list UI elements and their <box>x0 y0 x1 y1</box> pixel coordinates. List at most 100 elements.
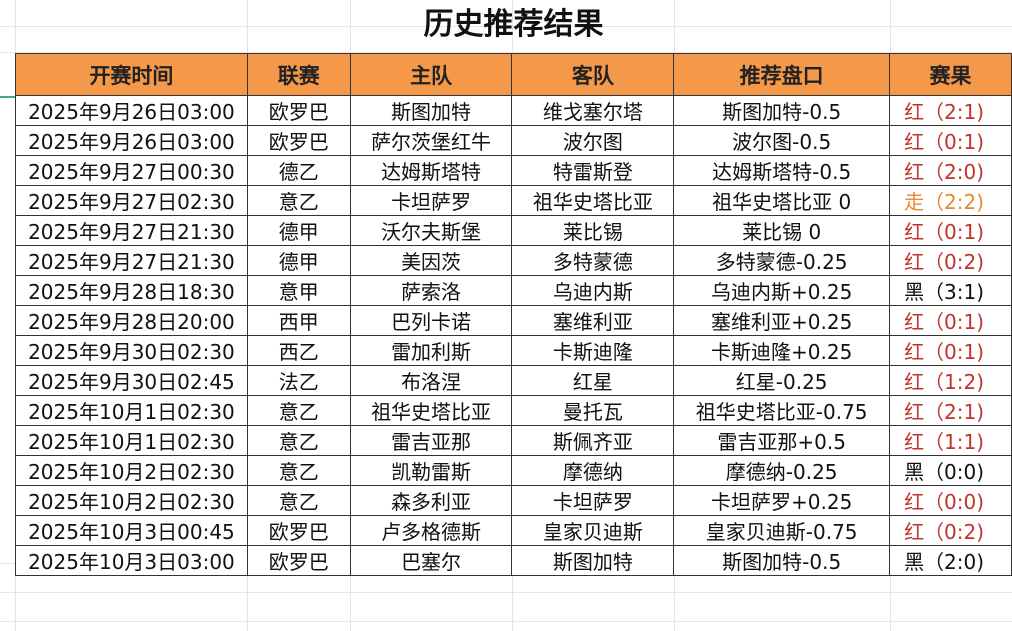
cell-pick[interactable]: 斯图加特-0.5 <box>673 95 891 126</box>
cell-pick[interactable]: 斯图加特-0.5 <box>673 545 891 576</box>
cell-home[interactable]: 布洛涅 <box>349 365 513 396</box>
cell-home[interactable]: 达姆斯塔特 <box>349 155 513 186</box>
cell-pick[interactable]: 乌迪内斯+0.25 <box>673 275 891 306</box>
cell-home[interactable]: 凯勒雷斯 <box>349 455 513 486</box>
cell-result[interactable]: 黑（0:0) <box>889 455 1012 486</box>
cell-league[interactable]: 德甲 <box>246 245 351 276</box>
cell-away[interactable]: 皇家贝迪斯 <box>511 515 675 546</box>
cell-result[interactable]: 红（0:0) <box>889 485 1012 516</box>
cell-league[interactable]: 欧罗巴 <box>246 515 351 546</box>
cell-league[interactable]: 法乙 <box>246 365 351 396</box>
cell-time[interactable]: 2025年9月30日02:45 <box>15 365 248 396</box>
cell-home[interactable]: 巴列卡诺 <box>349 305 513 336</box>
cell-home[interactable]: 卡坦萨罗 <box>349 185 513 216</box>
cell-time[interactable]: 2025年9月27日02:30 <box>15 185 248 216</box>
cell-result[interactable]: 红（0:1) <box>889 305 1012 336</box>
cell-away[interactable]: 莱比锡 <box>511 215 675 246</box>
cell-away[interactable]: 塞维利亚 <box>511 305 675 336</box>
cell-pick[interactable]: 祖华史塔比亚-0.75 <box>673 395 891 426</box>
cell-time[interactable]: 2025年9月27日21:30 <box>15 245 248 276</box>
cell-home[interactable]: 卢多格德斯 <box>349 515 513 546</box>
cell-result[interactable]: 红（2:0) <box>889 155 1012 186</box>
cell-pick[interactable]: 卡斯迪隆+0.25 <box>673 335 891 366</box>
header-pick[interactable]: 推荐盘口 <box>673 53 891 96</box>
cell-pick[interactable]: 卡坦萨罗+0.25 <box>673 485 891 516</box>
cell-time[interactable]: 2025年10月1日02:30 <box>15 425 248 456</box>
header-time[interactable]: 开赛时间 <box>15 53 248 96</box>
cell-away[interactable]: 波尔图 <box>511 125 675 156</box>
cell-pick[interactable]: 达姆斯塔特-0.5 <box>673 155 891 186</box>
cell-time[interactable]: 2025年9月28日18:30 <box>15 275 248 306</box>
cell-pick[interactable]: 祖华史塔比亚 0 <box>673 185 891 216</box>
cell-result[interactable]: 红（1:2) <box>889 365 1012 396</box>
cell-result[interactable]: 红（1:1) <box>889 425 1012 456</box>
cell-home[interactable]: 美因茨 <box>349 245 513 276</box>
cell-league[interactable]: 意甲 <box>246 275 351 306</box>
cell-time[interactable]: 2025年9月28日20:00 <box>15 305 248 336</box>
cell-time[interactable]: 2025年10月3日03:00 <box>15 545 248 576</box>
cell-pick[interactable]: 多特蒙德-0.25 <box>673 245 891 276</box>
cell-home[interactable]: 沃尔夫斯堡 <box>349 215 513 246</box>
cell-result[interactable]: 红（0:1) <box>889 335 1012 366</box>
cell-result[interactable]: 红（0:1) <box>889 125 1012 156</box>
cell-home[interactable]: 萨尔茨堡红牛 <box>349 125 513 156</box>
cell-result[interactable]: 黑（3:1) <box>889 275 1012 306</box>
cell-away[interactable]: 摩德纳 <box>511 455 675 486</box>
cell-league[interactable]: 意乙 <box>246 395 351 426</box>
cell-pick[interactable]: 雷吉亚那+0.5 <box>673 425 891 456</box>
cell-away[interactable]: 乌迪内斯 <box>511 275 675 306</box>
cell-time[interactable]: 2025年10月2日02:30 <box>15 455 248 486</box>
cell-away[interactable]: 卡斯迪隆 <box>511 335 675 366</box>
header-league[interactable]: 联赛 <box>246 53 351 96</box>
cell-away[interactable]: 卡坦萨罗 <box>511 485 675 516</box>
cell-league[interactable]: 意乙 <box>246 485 351 516</box>
cell-pick[interactable]: 波尔图-0.5 <box>673 125 891 156</box>
cell-league[interactable]: 欧罗巴 <box>246 95 351 126</box>
cell-result[interactable]: 红（0:2) <box>889 515 1012 546</box>
cell-away[interactable]: 红星 <box>511 365 675 396</box>
cell-home[interactable]: 祖华史塔比亚 <box>349 395 513 426</box>
cell-league[interactable]: 西乙 <box>246 335 351 366</box>
cell-league[interactable]: 西甲 <box>246 305 351 336</box>
cell-pick[interactable]: 红星-0.25 <box>673 365 891 396</box>
cell-pick[interactable]: 皇家贝迪斯-0.75 <box>673 515 891 546</box>
cell-away[interactable]: 曼托瓦 <box>511 395 675 426</box>
header-away[interactable]: 客队 <box>511 53 675 96</box>
cell-result[interactable]: 红（0:2) <box>889 245 1012 276</box>
header-home[interactable]: 主队 <box>349 53 513 96</box>
cell-result[interactable]: 走（2:2) <box>889 185 1012 216</box>
cell-time[interactable]: 2025年9月27日00:30 <box>15 155 248 186</box>
cell-league[interactable]: 欧罗巴 <box>246 125 351 156</box>
cell-league[interactable]: 德甲 <box>246 215 351 246</box>
cell-league[interactable]: 德乙 <box>246 155 351 186</box>
cell-pick[interactable]: 塞维利亚+0.25 <box>673 305 891 336</box>
cell-result[interactable]: 红（2:1) <box>889 95 1012 126</box>
cell-time[interactable]: 2025年9月27日21:30 <box>15 215 248 246</box>
cell-time[interactable]: 2025年9月26日03:00 <box>15 125 248 156</box>
cell-away[interactable]: 特雷斯登 <box>511 155 675 186</box>
cell-pick[interactable]: 莱比锡 0 <box>673 215 891 246</box>
cell-home[interactable]: 森多利亚 <box>349 485 513 516</box>
cell-away[interactable]: 祖华史塔比亚 <box>511 185 675 216</box>
cell-time[interactable]: 2025年10月3日00:45 <box>15 515 248 546</box>
cell-away[interactable]: 斯佩齐亚 <box>511 425 675 456</box>
cell-home[interactable]: 雷加利斯 <box>349 335 513 366</box>
cell-league[interactable]: 意乙 <box>246 425 351 456</box>
cell-league[interactable]: 欧罗巴 <box>246 545 351 576</box>
cell-time[interactable]: 2025年9月30日02:30 <box>15 335 248 366</box>
cell-home[interactable]: 萨索洛 <box>349 275 513 306</box>
cell-home[interactable]: 雷吉亚那 <box>349 425 513 456</box>
cell-pick[interactable]: 摩德纳-0.25 <box>673 455 891 486</box>
cell-away[interactable]: 多特蒙德 <box>511 245 675 276</box>
cell-home[interactable]: 斯图加特 <box>349 95 513 126</box>
cell-result[interactable]: 黑（2:0) <box>889 545 1012 576</box>
cell-league[interactable]: 意乙 <box>246 185 351 216</box>
cell-league[interactable]: 意乙 <box>246 455 351 486</box>
cell-away[interactable]: 斯图加特 <box>511 545 675 576</box>
cell-home[interactable]: 巴塞尔 <box>349 545 513 576</box>
cell-time[interactable]: 2025年10月1日02:30 <box>15 395 248 426</box>
cell-time[interactable]: 2025年10月2日02:30 <box>15 485 248 516</box>
cell-result[interactable]: 红（2:1) <box>889 395 1012 426</box>
header-result[interactable]: 赛果 <box>889 53 1012 96</box>
cell-time[interactable]: 2025年9月26日03:00 <box>15 95 248 126</box>
